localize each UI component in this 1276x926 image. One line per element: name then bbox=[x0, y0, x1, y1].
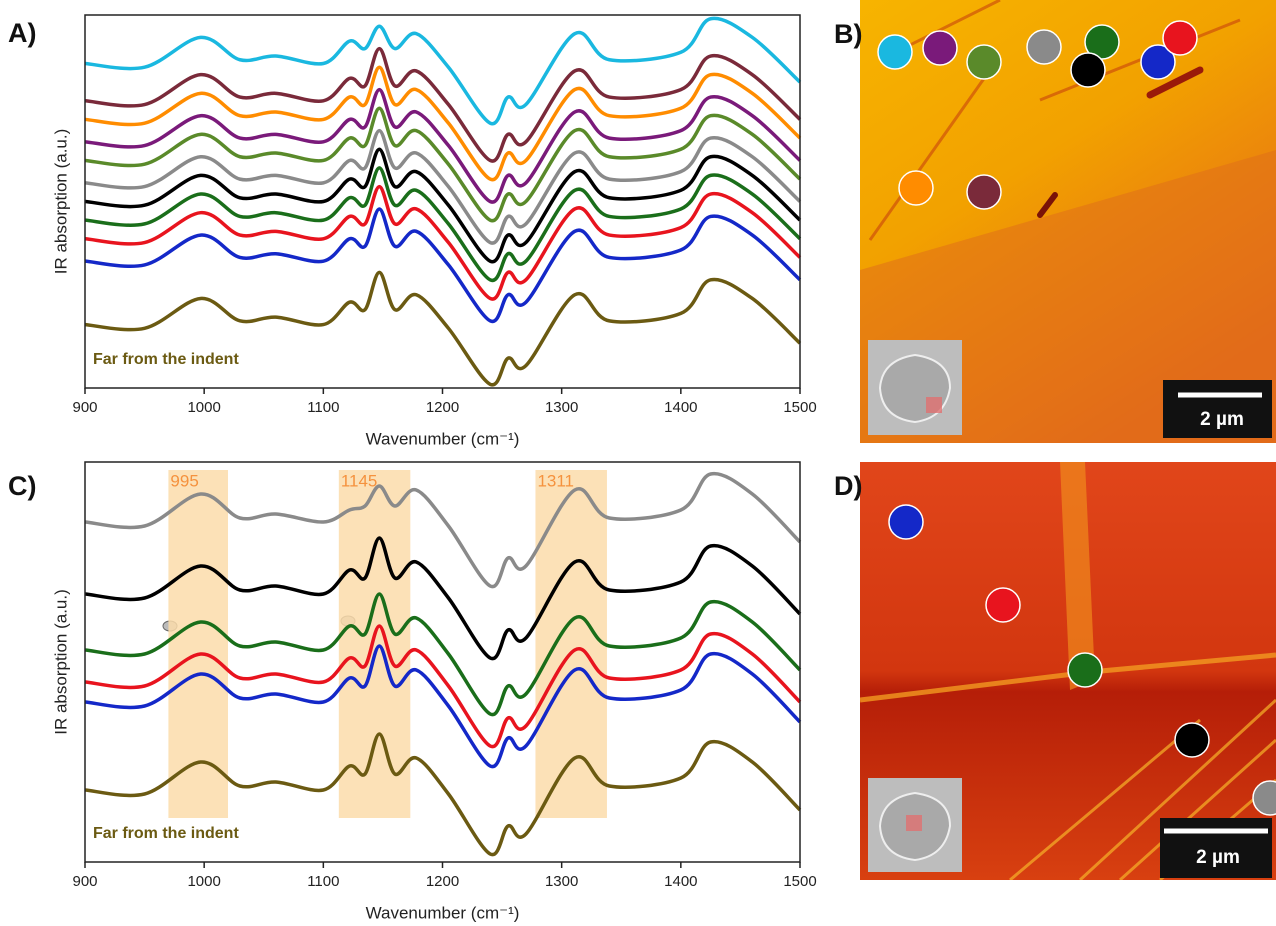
probe-dot bbox=[877, 34, 913, 70]
probe-dot bbox=[898, 170, 934, 206]
scale-bar-label: 2 µm bbox=[1196, 847, 1240, 868]
highlight-label: 1145 bbox=[341, 471, 378, 490]
spectrum-line bbox=[84, 471, 802, 589]
panel-label: D) bbox=[834, 471, 863, 501]
probe-dot bbox=[1174, 722, 1210, 758]
spectrum-line bbox=[84, 106, 802, 223]
x-tick-label: 1100 bbox=[307, 873, 339, 890]
spectrum-line bbox=[84, 207, 802, 324]
x-tick-label: 900 bbox=[72, 399, 97, 416]
afm-map-b: 2 µm bbox=[860, 0, 1276, 443]
highlight-label: 995 bbox=[170, 471, 198, 490]
inset bbox=[868, 340, 962, 435]
scale-bar-label: 2 µm bbox=[1200, 409, 1244, 430]
probe-dot bbox=[1140, 44, 1176, 80]
x-tick-label: 1100 bbox=[307, 399, 339, 416]
annotation: Far from the indent bbox=[93, 825, 239, 842]
spectrum-line bbox=[84, 87, 802, 204]
x-axis-label: Wavenumber (cm⁻¹) bbox=[366, 903, 520, 922]
spectrum-line bbox=[84, 128, 802, 245]
probe-dot bbox=[1070, 52, 1106, 88]
highlight-label: 1311 bbox=[537, 471, 574, 490]
spectrum-line bbox=[84, 624, 802, 749]
highlight-band bbox=[168, 470, 228, 818]
x-tick-label: 1300 bbox=[545, 399, 578, 416]
spectrum-line bbox=[84, 16, 802, 126]
x-axis-label: Wavenumber (cm⁻¹) bbox=[366, 429, 520, 448]
spectrum-line bbox=[84, 536, 802, 661]
x-tick-label: 1000 bbox=[187, 399, 220, 416]
probe-dot bbox=[966, 174, 1002, 210]
y-axis-label: IR absorption (a.u.) bbox=[51, 129, 70, 275]
probe-dot bbox=[985, 587, 1021, 623]
scale-bar-box bbox=[1163, 380, 1272, 438]
panel-label: C) bbox=[8, 471, 37, 501]
spectrum-line bbox=[84, 270, 802, 387]
highlight-band bbox=[535, 470, 607, 818]
spectrum-line bbox=[84, 166, 802, 283]
spectrum-line bbox=[84, 644, 802, 769]
y-axis-label: IR absorption (a.u.) bbox=[51, 589, 70, 735]
annotation: Far from the indent bbox=[93, 351, 239, 368]
x-tick-label: 1300 bbox=[545, 873, 578, 890]
panel-label: B) bbox=[834, 19, 863, 49]
afm-map-d: 2 µm bbox=[860, 462, 1276, 880]
highlight-band bbox=[338, 470, 411, 818]
spectrum-line bbox=[84, 147, 802, 264]
probe-dot bbox=[966, 44, 1002, 80]
scale-bar-box bbox=[1160, 818, 1272, 878]
spectrum-line bbox=[84, 732, 802, 857]
x-tick-label: 1400 bbox=[664, 399, 697, 416]
probe-dot bbox=[1252, 780, 1276, 816]
x-tick-label: 1400 bbox=[664, 873, 697, 890]
probe-dot bbox=[1084, 24, 1120, 60]
spectrum-line bbox=[84, 592, 802, 717]
x-tick-label: 1000 bbox=[187, 873, 220, 890]
probe-dot bbox=[922, 30, 958, 66]
probe-dot bbox=[888, 504, 924, 540]
spectrum-line bbox=[84, 184, 802, 301]
x-tick-label: 1200 bbox=[426, 873, 459, 890]
x-tick-label: 1500 bbox=[783, 399, 816, 416]
probe-dot bbox=[1026, 29, 1062, 65]
x-tick-label: 1200 bbox=[426, 399, 459, 416]
spectrum-line bbox=[84, 46, 802, 163]
x-tick-label: 900 bbox=[72, 873, 97, 890]
probe-dot bbox=[1162, 20, 1198, 56]
spectrum-line bbox=[84, 65, 802, 182]
panel-label: A) bbox=[8, 18, 37, 48]
probe-dot bbox=[1067, 652, 1103, 688]
inset bbox=[868, 778, 962, 872]
x-tick-label: 1500 bbox=[783, 873, 816, 890]
